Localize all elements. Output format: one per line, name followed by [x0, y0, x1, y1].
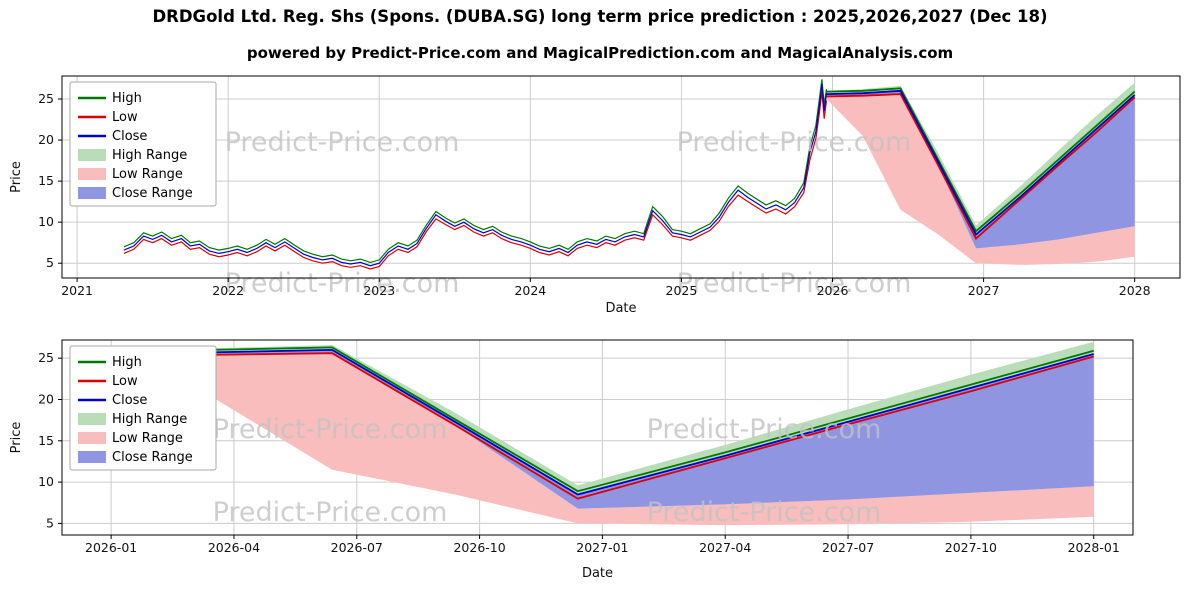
legend-swatch — [78, 451, 106, 463]
x-tick-label: 2026-07 — [331, 540, 383, 555]
y-tick-label: 15 — [38, 433, 54, 448]
legend-label: Low — [112, 110, 138, 125]
x-tick-label: 2025 — [666, 283, 698, 298]
legend-label: Close — [112, 393, 147, 408]
history-high-line — [123, 79, 828, 264]
x-tick-label: 2023 — [363, 283, 395, 298]
legend-label: Close Range — [112, 186, 193, 201]
close-range-band — [826, 90, 1135, 249]
legend-swatch — [78, 149, 106, 161]
y-tick-label: 5 — [46, 515, 54, 530]
y-axis-label: Price — [9, 422, 24, 454]
legend-swatch — [78, 432, 106, 444]
legend-swatch — [78, 187, 106, 199]
history-close-line — [123, 84, 828, 267]
x-tick-label: 2027-04 — [699, 540, 751, 555]
legend-box — [69, 81, 217, 207]
x-tick-label: 2027-01 — [576, 540, 628, 555]
page-subtitle: powered by Predict-Price.com and Magical… — [246, 44, 954, 62]
y-tick-label: 5 — [46, 255, 54, 270]
plot-border — [61, 75, 1181, 279]
history-low-line — [123, 91, 828, 270]
x-tick-label: 2028 — [1119, 283, 1151, 298]
watermark-text: Predict-Price.com — [647, 497, 882, 528]
legend-swatch — [78, 168, 106, 180]
y-tick-label: 20 — [38, 132, 54, 147]
x-tick-label: 2026 — [817, 283, 849, 298]
forecast-low-line — [826, 93, 1136, 241]
x-tick-label: 2026-10 — [453, 540, 505, 555]
y-tick-label: 15 — [38, 173, 54, 188]
y-axis-label: Price — [9, 161, 24, 193]
watermark-text: Predict-Price.com — [213, 414, 448, 445]
forecast-high-line — [91, 346, 1094, 493]
x-tick-label: 2021 — [61, 283, 93, 298]
legend-label: Low Range — [112, 431, 183, 446]
x-tick-label: 2026-01 — [85, 540, 137, 555]
watermark-text: Predict-Price.com — [213, 497, 448, 528]
y-tick-label: 25 — [38, 91, 54, 106]
legend: High Low Close High Range Low Range Close Ran… — [69, 345, 217, 471]
legend-label: High — [112, 91, 142, 106]
y-tick-label: 10 — [38, 474, 54, 489]
x-tick-label: 2024 — [514, 283, 546, 298]
x-tick-label: 2027-10 — [945, 540, 997, 555]
bottom-chart: Predict-Price.com Predict-Price.com Predic… — [9, 339, 1134, 581]
legend-label: Low Range — [112, 167, 183, 182]
y-tick-label: 25 — [38, 350, 54, 365]
low-range-band — [91, 353, 1094, 526]
x-axis-label: Date — [582, 566, 613, 581]
x-axis-label: Date — [605, 301, 636, 316]
y-tick-label: 20 — [38, 391, 54, 406]
watermark-text: Predict-Price.com — [225, 127, 460, 158]
legend-label: High Range — [112, 148, 187, 163]
x-tick-label: 2022 — [212, 283, 244, 298]
legend-label: Close — [112, 129, 147, 144]
legend-label: Low — [112, 374, 138, 389]
watermark-text: Predict-Price.com — [225, 268, 460, 299]
x-tick-label: 2026-04 — [208, 540, 260, 555]
watermark-text: Predict-Price.com — [647, 414, 882, 445]
page-title: DRDGold Ltd. Reg. Shs (Spons. (DUBA.SG) … — [152, 7, 1048, 26]
legend-label: Close Range — [112, 450, 193, 465]
forecast-high-line — [826, 87, 1136, 233]
low-range-band — [826, 94, 1135, 265]
legend: High Low Close High Range Low Range Close Ran… — [69, 81, 217, 207]
x-tick-label: 2027 — [968, 283, 1000, 298]
legend-swatch — [78, 413, 106, 425]
forecast-low-line — [91, 352, 1094, 500]
x-tick-label: 2028-01 — [1068, 540, 1120, 555]
legend-box — [69, 345, 217, 471]
legend-label: High Range — [112, 412, 187, 427]
top-chart: Predict-Price.com Predict-Price.com Predic… — [9, 75, 1181, 316]
forecast-close-line — [91, 348, 1094, 496]
watermark-text: Predict-Price.com — [677, 268, 912, 299]
close-range-band — [91, 349, 1094, 509]
legend-label: High — [112, 355, 142, 370]
plot-border — [61, 339, 1134, 536]
watermark-text: Predict-Price.com — [677, 127, 912, 158]
y-tick-label: 10 — [38, 214, 54, 229]
x-tick-label: 2027-07 — [822, 540, 874, 555]
forecast-close-line — [826, 89, 1136, 236]
